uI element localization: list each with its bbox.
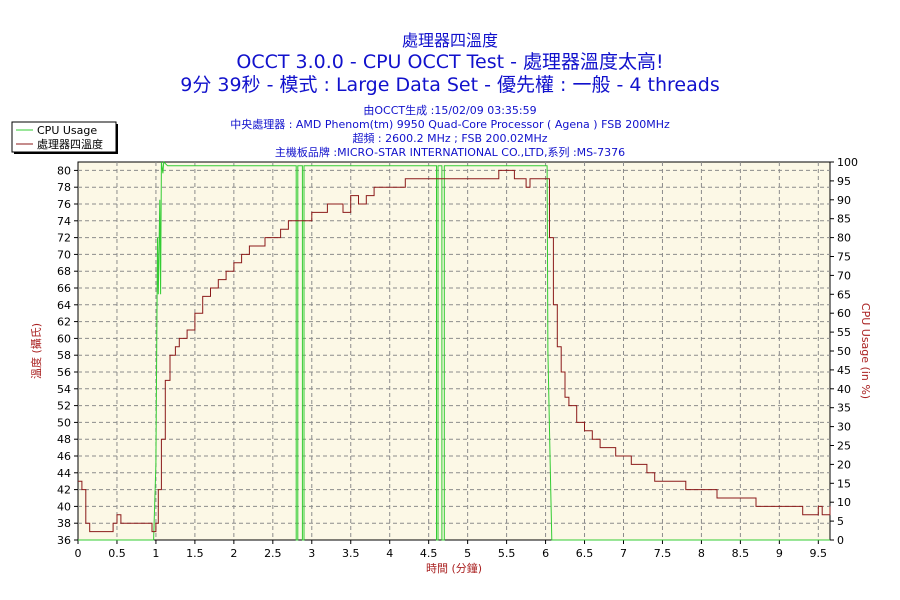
- y-right-tick-label: 75: [837, 251, 851, 264]
- y-right-tick-label: 90: [837, 194, 851, 207]
- x-tick-label: 2.5: [264, 547, 282, 560]
- x-tick-label: 7.5: [654, 547, 672, 560]
- y-right-tick-label: 45: [837, 364, 851, 377]
- y-left-tick-label: 80: [57, 164, 71, 177]
- series-layer: [78, 160, 831, 541]
- x-tick-label: 9.5: [810, 547, 828, 560]
- y-left-tick-label: 44: [57, 467, 71, 480]
- y-right-tick-label: 60: [837, 307, 851, 320]
- y-right-tick-label: 15: [837, 477, 851, 490]
- y-left-tick-label: 46: [57, 450, 71, 463]
- chart-title: 處理器四溫度: [402, 31, 498, 50]
- y-left-tick-label: 50: [57, 416, 71, 429]
- x-tick-label: 8.5: [732, 547, 750, 560]
- x-tick-label: 2: [230, 547, 237, 560]
- y-left-tick-label: 48: [57, 433, 71, 446]
- info-overclock: 超頻 : 2600.2 MHz ; FSB 200.02MHz: [352, 131, 547, 145]
- y-left-tick-label: 58: [57, 349, 71, 362]
- x-tick-label: 4.5: [420, 547, 438, 560]
- y-right-tick-label: 10: [837, 496, 851, 509]
- legend: CPU Usage 處理器四溫度: [11, 121, 118, 154]
- y-right-tick-label: 5: [837, 515, 844, 528]
- legend-label-temperature: 處理器四溫度: [37, 137, 103, 151]
- y-left-tick-label: 64: [57, 299, 71, 312]
- y-left-axis-title: 溫度 (攝氏): [29, 323, 43, 379]
- y-left-tick-label: 70: [57, 248, 71, 261]
- x-tick-label: 1: [152, 547, 159, 560]
- y-left-tick-label: 76: [57, 198, 71, 211]
- x-tick-label: 1.5: [186, 547, 204, 560]
- y-right-tick-label: 80: [837, 232, 851, 245]
- y-right-tick-label: 95: [837, 175, 851, 188]
- y-left-tick-label: 54: [57, 383, 71, 396]
- y-left-tick-label: 74: [57, 215, 71, 228]
- y-right-tick-label: 30: [837, 421, 851, 434]
- y-right-tick-label: 70: [837, 269, 851, 282]
- axis-ticks: 0 0.5 1 1.5 2 2.5 3 3.5 4 4.5 5 5.5 6 6.5 7 7.5 8 8.5 9 9.5…: [57, 156, 858, 560]
- y-right-tick-label: 35: [837, 402, 851, 415]
- x-tick-label: 7: [620, 547, 627, 560]
- x-tick-label: 8: [698, 547, 705, 560]
- x-tick-label: 6.5: [576, 547, 594, 560]
- x-tick-label: 0: [75, 547, 82, 560]
- series-line-temperature: [78, 169, 831, 533]
- y-right-tick-label: 25: [837, 440, 851, 453]
- chart-subtitle-test: OCCT 3.0.0 - CPU OCCT Test - 處理器溫度太高!: [236, 51, 663, 73]
- y-right-tick-label: 0: [837, 534, 844, 547]
- plot-area: [77, 161, 831, 541]
- info-generated: 由OCCT生成 :15/02/09 03:35:59: [363, 103, 536, 117]
- legend-label-cpu-usage: CPU Usage: [37, 124, 97, 137]
- y-left-tick-label: 62: [57, 316, 71, 329]
- y-left-tick-label: 40: [57, 500, 71, 513]
- info-cpu: 中央處理器 : AMD Phenom(tm) 9950 Quad-Core Pr…: [230, 117, 670, 131]
- series-line-cpu-usage: [78, 160, 830, 541]
- y-left-tick-label: 52: [57, 400, 71, 413]
- x-tick-label: 4: [386, 547, 393, 560]
- info-motherboard: 主機板品牌 :MICRO-STAR INTERNATIONAL CO.,LTD,…: [275, 145, 625, 159]
- x-tick-label: 3: [308, 547, 315, 560]
- y-right-tick-label: 50: [837, 345, 851, 358]
- x-tick-label: 3.5: [342, 547, 360, 560]
- y-left-tick-label: 60: [57, 332, 71, 345]
- y-right-axis-title: CPU Usage (in %): [859, 303, 872, 399]
- x-tick-label: 5: [464, 547, 471, 560]
- y-left-tick-label: 36: [57, 534, 71, 547]
- x-tick-label: 0.5: [108, 547, 126, 560]
- y-left-tick-label: 42: [57, 484, 71, 497]
- x-tick-label: 6: [542, 547, 549, 560]
- y-left-tick-label: 72: [57, 232, 71, 245]
- y-left-tick-label: 38: [57, 517, 71, 530]
- y-right-tick-label: 65: [837, 288, 851, 301]
- grid: [78, 162, 830, 540]
- y-left-tick-label: 68: [57, 265, 71, 278]
- legend-box: [11, 121, 117, 153]
- x-tick-label: 5.5: [498, 547, 516, 560]
- y-left-tick-label: 78: [57, 181, 71, 194]
- y-right-tick-label: 55: [837, 326, 851, 339]
- y-right-tick-label: 85: [837, 213, 851, 226]
- y-right-tick-label: 40: [837, 383, 851, 396]
- x-axis-title: 時間 (分鐘): [426, 561, 482, 575]
- chart-subtitle-mode: 9分 39秒 - 模式 : Large Data Set - 優先權 : 一般 …: [180, 74, 719, 96]
- y-right-tick-label: 100: [837, 156, 858, 169]
- y-left-tick-label: 66: [57, 282, 71, 295]
- y-right-tick-label: 20: [837, 458, 851, 471]
- y-left-tick-label: 56: [57, 366, 71, 379]
- x-tick-label: 9: [776, 547, 783, 560]
